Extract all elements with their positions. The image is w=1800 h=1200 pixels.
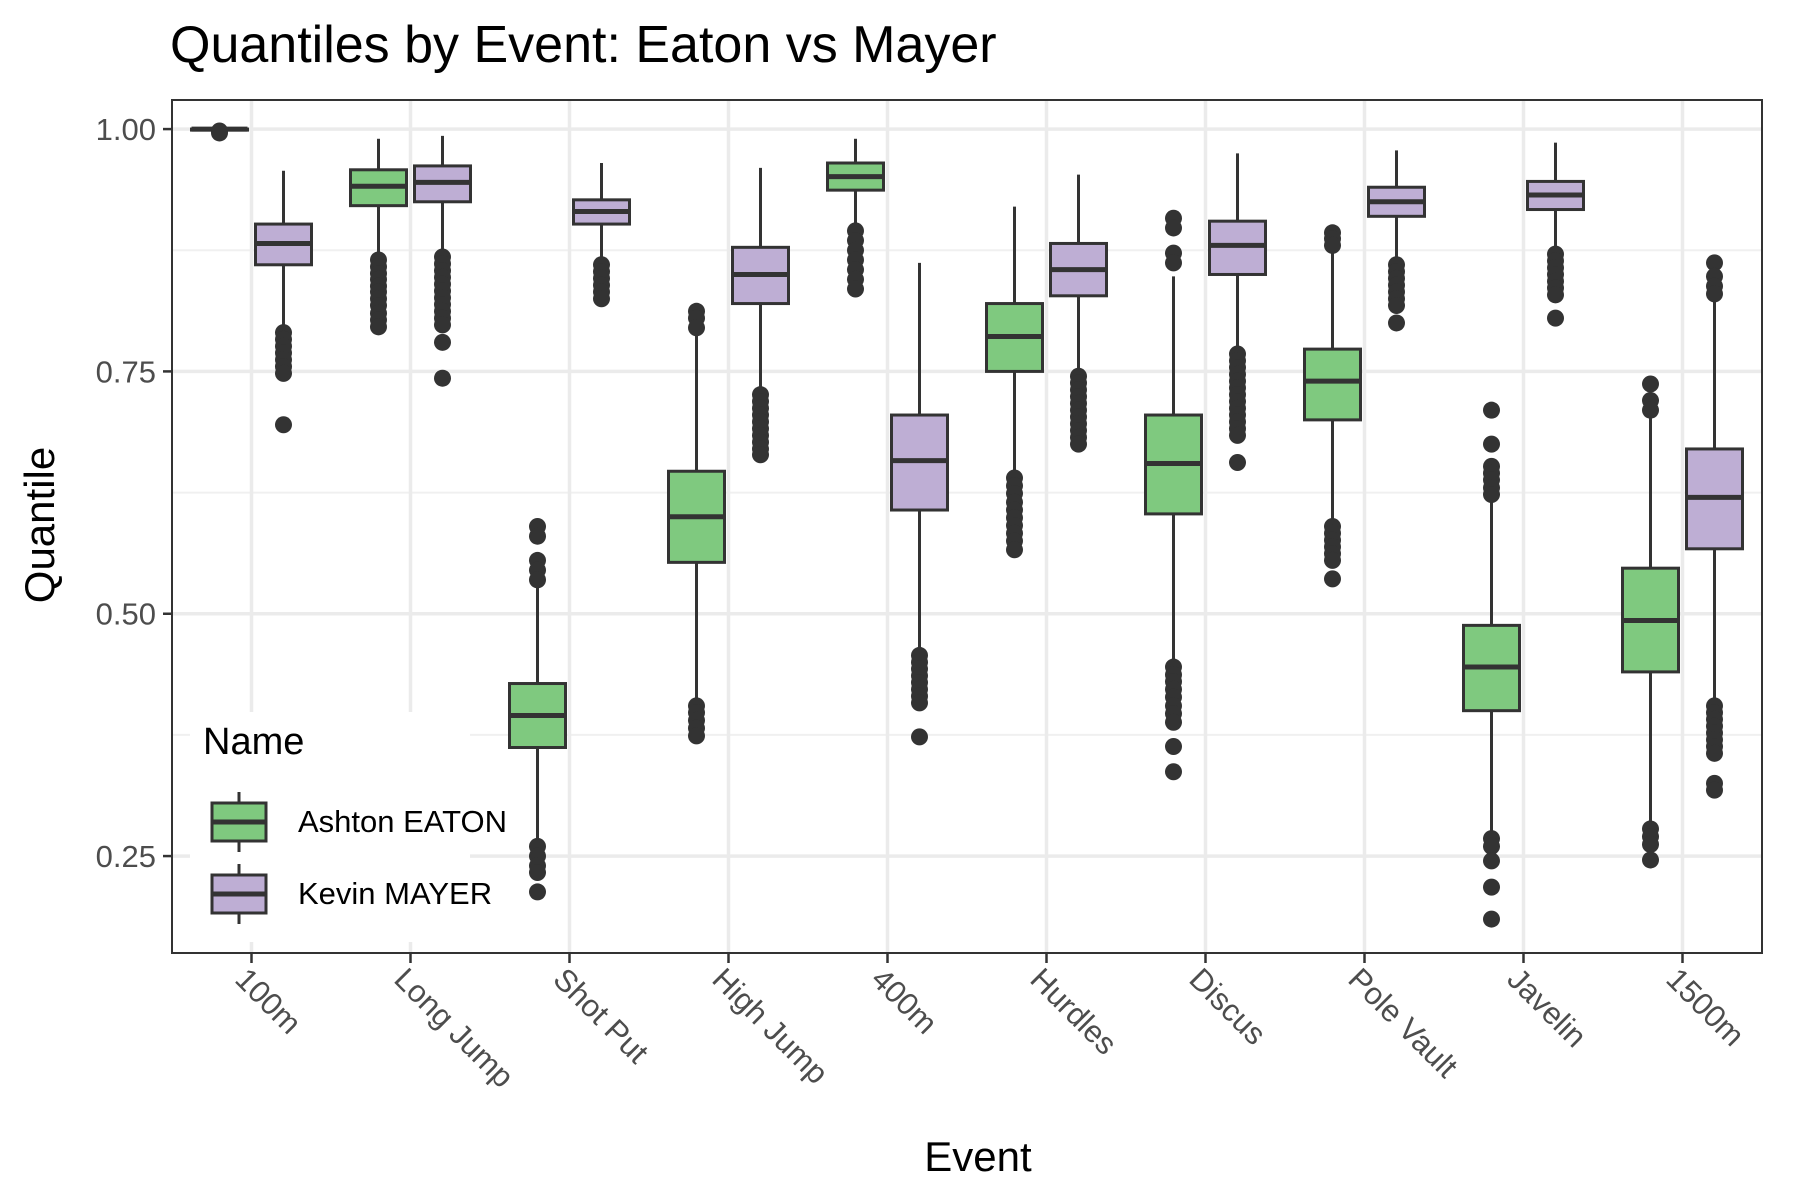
y-tick-label: 0.75 (96, 354, 156, 389)
boxplot-kevin-mayer-hurdles (1049, 174, 1108, 453)
boxplot-kevin-mayer-100m (254, 170, 313, 434)
boxplot-kevin-mayer-high-jump (731, 167, 790, 464)
outlier-point (1483, 401, 1500, 419)
outlier-point (1483, 435, 1500, 453)
boxplot-ashton-eaton-pole-vault (1303, 224, 1362, 588)
y-tick-label: 0.25 (96, 839, 156, 874)
boxplot-ashton-eaton-hurdles (985, 206, 1044, 559)
chart-title: Quantiles by Event: Eaton vs Mayer (170, 16, 997, 74)
outlier-point (1388, 314, 1405, 332)
outlier-point (1229, 454, 1246, 472)
outlier-point (1324, 236, 1341, 254)
boxplot-kevin-mayer-pole-vault (1367, 150, 1426, 332)
boxplot-kevin-mayer-400m (890, 262, 949, 746)
outlier-point (1165, 219, 1182, 237)
legend-key-mayer (210, 864, 268, 924)
outlier-point (275, 364, 292, 382)
outlier-point (1165, 254, 1182, 272)
boxplot-kevin-mayer-shot-put (572, 163, 631, 308)
outlier-point (1642, 401, 1659, 419)
boxplot-kevin-mayer-1500m (1685, 254, 1744, 799)
outlier-point (1388, 296, 1405, 314)
outlier-point (1006, 541, 1023, 559)
legend-label-eaton: Ashton EATON (298, 804, 507, 839)
legend-key-eaton (210, 792, 268, 852)
legend-title: Name (203, 721, 304, 763)
y-tick-label: 0.50 (96, 597, 156, 632)
boxplot-ashton-eaton-long-jump (349, 138, 408, 336)
boxplot-kevin-mayer-javelin (1526, 142, 1585, 327)
outlier-point (1483, 486, 1500, 504)
outlier-point (1229, 426, 1246, 444)
outlier-point (529, 571, 546, 589)
legend: Name Ashton EATON Kevin MAYER (190, 712, 507, 942)
outlier-point (370, 318, 387, 336)
outlier-point (1547, 286, 1564, 304)
outlier-point (1070, 435, 1087, 453)
outlier-point (1165, 763, 1182, 781)
outlier-point (593, 290, 610, 308)
boxplot-ashton-eaton-discus (1144, 209, 1203, 781)
outlier-point (1642, 375, 1659, 393)
outlier-point (1706, 285, 1723, 303)
boxplot-ashton-eaton-high-jump (667, 302, 726, 745)
boxplot-ashton-eaton-400m (826, 138, 885, 298)
y-tick-label: 1.00 (96, 112, 156, 147)
legend-label-mayer: Kevin MAYER (298, 876, 492, 911)
outlier-point (1483, 910, 1500, 928)
outlier-point (1706, 781, 1723, 799)
boxplot-ashton-eaton-1500m (1621, 375, 1680, 869)
outlier-point (434, 333, 451, 351)
outlier-point (752, 446, 769, 464)
outlier-point (529, 864, 546, 882)
outlier-point (1165, 713, 1182, 731)
outlier-point (1547, 309, 1564, 327)
outlier-point (211, 122, 228, 140)
outlier-point (1324, 551, 1341, 569)
outlier-point (1642, 835, 1659, 853)
outlier-point (1324, 570, 1341, 588)
outlier-point (275, 416, 292, 434)
outlier-point (688, 319, 705, 337)
x-axis-title: Event (924, 1133, 1032, 1180)
outlier-point (1483, 837, 1500, 855)
boxplot-ashton-eaton-javelin (1462, 401, 1521, 928)
boxplot-ashton-eaton-shot-put (508, 518, 567, 901)
iqr-box (1303, 347, 1362, 422)
boxplot-kevin-mayer-long-jump (413, 135, 472, 387)
outlier-point (434, 316, 451, 334)
outlier-point (688, 727, 705, 745)
boxplot-kevin-mayer-discus (1208, 153, 1267, 472)
outlier-point (1706, 744, 1723, 762)
outlier-point (1483, 878, 1500, 896)
outlier-point (1483, 852, 1500, 870)
outlier-point (847, 280, 864, 298)
legend-keys (210, 792, 268, 924)
outlier-point (529, 527, 546, 545)
outlier-point (1165, 738, 1182, 756)
y-axis-title: Quantile (16, 447, 63, 603)
outlier-point (434, 369, 451, 387)
plot-border (171, 99, 1763, 954)
outlier-point (911, 728, 928, 746)
outlier-point (1642, 851, 1659, 869)
outlier-point (1706, 254, 1723, 272)
outlier-point (529, 883, 546, 901)
outlier-point (911, 694, 928, 712)
boxplot-ashton-eaton-100m (190, 122, 249, 142)
